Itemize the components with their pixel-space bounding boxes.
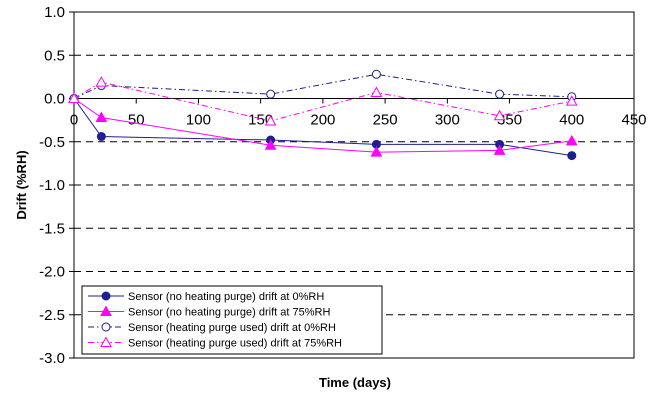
legend-marker-1 [100,305,112,316]
series-3-line [73,81,572,122]
y-tick-labels: 1.0 0.5 0.0 -0.5 -1.0 -1.5 -2.0 -2.5 -3.0 [39,4,65,367]
legend-marker-0 [101,291,111,301]
y-tick-label-6: -2.0 [39,264,65,281]
x-tick-label-5: 250 [373,112,398,129]
y-tick-label-3: -0.5 [39,134,65,151]
legend-label-1: Sensor (no heating purge) drift at 75%RH [128,307,330,319]
y-tick-label-5: -1.5 [39,220,65,237]
x-tick-labels: 0 50 100 150 200 250 300 350 400 450 [70,112,647,129]
x-axis-title: Time (days) [319,375,391,390]
series-0-point-1 [96,132,106,142]
legend-item-1: Sensor (no heating purge) drift at 75%RH [88,305,330,319]
x-tick-label-2: 100 [186,112,211,129]
y-tick-label-4: -1.0 [39,177,65,194]
y-tick-label-0: 1.0 [44,4,65,21]
y-axis-title: Drift (%RH) [14,150,29,219]
legend-label-0: Sensor (no heating purge) drift at 0%RH [128,291,324,303]
legend-item-3: Sensor (heating purge used) drift at 75%… [88,336,342,350]
legend-label-2: Sensor (heating purge used) drift at 0%R… [128,322,336,334]
series-2-point-4 [495,89,505,99]
series-1-point-2 [264,139,277,150]
legend-marker-2 [101,322,111,332]
legend: Sensor (no heating purge) drift at 0%RH S… [81,285,383,355]
series-3-point-5 [565,95,578,106]
series-2-point-3 [371,69,381,79]
y-tick-label-1: 0.5 [44,47,65,64]
series-0-line [73,98,572,157]
legend-item-2: Sensor (heating purge used) drift at 0%R… [88,322,336,334]
legend-marker-3 [100,336,112,347]
legend-box [81,285,383,355]
series-2-point-2 [266,89,276,99]
series-3-point-0 [68,92,80,103]
x-tick-label-0: 0 [70,112,78,129]
x-tick-label-4: 200 [310,112,335,129]
x-tick-label-7: 350 [497,112,522,129]
y-tick-label-8: -3.0 [39,350,65,367]
y-tick-label-2: 0.0 [44,91,65,108]
series-3-point-2 [264,114,277,126]
series-3-point-3 [370,86,383,97]
series-3-point-4 [493,109,506,121]
legend-label-3: Sensor (heating purge used) drift at 75%… [128,338,342,350]
x-tick-label-8: 400 [559,112,584,129]
series-1-point-5 [565,134,578,146]
series-2 [69,69,577,103]
series-0-point-5 [567,151,577,161]
series-1-line [73,98,572,153]
x-tick-label-9: 450 [621,112,646,129]
y-tick-label-7: -2.5 [39,307,65,324]
series-3 [68,76,578,126]
series-1-point-4 [493,144,506,155]
x-tick-label-1: 50 [128,112,145,129]
series-group [68,69,578,161]
legend-item-0: Sensor (no heating purge) drift at 0%RH [88,291,324,303]
series-1-point-1 [95,111,108,123]
series-1-point-3 [370,146,383,157]
x-tick-label-6: 300 [435,112,460,129]
series-3-point-1 [95,76,108,87]
grid-lines [74,54,634,316]
